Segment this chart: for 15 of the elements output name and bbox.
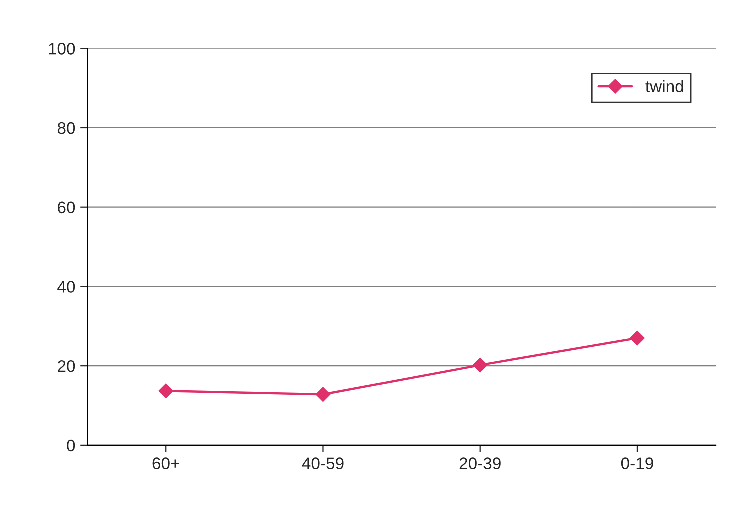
point — [316, 387, 331, 402]
y-tick-label: 20 — [58, 360, 76, 372]
x-tick-label: 60+ — [152, 458, 180, 470]
legend-label: twind — [646, 80, 684, 93]
x-tick-label: 0-19 — [621, 458, 654, 470]
y-tick-label: 100 — [49, 43, 76, 55]
point — [472, 358, 488, 373]
x-tick-label: 20-39 — [460, 458, 501, 470]
point — [158, 384, 174, 398]
point — [630, 330, 645, 346]
y-tick-label: 40 — [58, 281, 76, 293]
y-tick-label: 0 — [67, 440, 76, 452]
x-tick-label: 40-59 — [302, 458, 344, 470]
y-tick-label: 60 — [58, 202, 76, 214]
y-tick-label: 80 — [58, 122, 76, 134]
